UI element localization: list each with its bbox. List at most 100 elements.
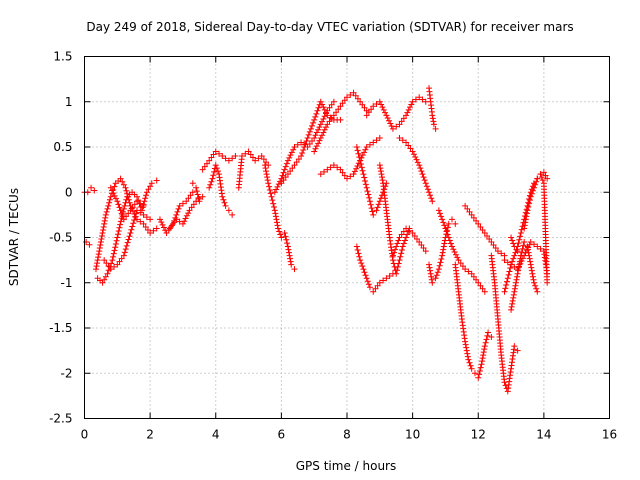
data-point: [363, 144, 370, 150]
data-point: [494, 248, 501, 255]
data-point: [196, 198, 203, 205]
y-tick-label: -2.5: [49, 412, 72, 426]
data-point: [323, 124, 329, 131]
data-point: [107, 266, 114, 273]
data-point: [357, 257, 364, 264]
data-point: [193, 184, 200, 191]
data-point: [429, 279, 436, 286]
data-point: [468, 270, 475, 277]
data-point: [398, 250, 405, 257]
data-point: [199, 193, 206, 200]
data-point: [225, 207, 232, 214]
data-point: [457, 260, 464, 267]
data-point: [175, 205, 182, 212]
data-point: [363, 275, 370, 282]
data-point: [401, 237, 408, 244]
data-point: [190, 201, 197, 208]
data-point: [421, 177, 428, 184]
data-point: [475, 374, 482, 381]
data-point: [523, 206, 530, 213]
data-point: [445, 220, 452, 227]
data-point: [309, 137, 315, 144]
data-point: [335, 106, 342, 113]
data-point: [441, 240, 448, 247]
data-point: [428, 276, 435, 283]
data-point: [210, 172, 217, 179]
data-point: [486, 236, 493, 243]
data-point: [94, 260, 101, 267]
data-point: [267, 190, 274, 197]
data-point: [117, 207, 124, 214]
data-point: [435, 266, 442, 273]
data-point: [115, 228, 122, 235]
data-point: [315, 140, 322, 147]
data-point: [407, 145, 414, 152]
data-point: [274, 219, 280, 226]
data-point: [303, 137, 310, 144]
data-point: [539, 177, 546, 184]
data-point: [344, 94, 350, 101]
data-point: [470, 273, 477, 280]
data-point: [341, 172, 348, 179]
data-point: [210, 151, 217, 158]
data-point: [181, 218, 188, 225]
data-point: [514, 270, 521, 277]
data-point: [269, 197, 276, 204]
data-point: [213, 165, 220, 172]
data-point: [355, 150, 362, 157]
data-point: [301, 144, 308, 150]
data-point: [526, 252, 533, 259]
chart-title: Day 249 of 2018, Sidereal Day-to-day VTE…: [86, 20, 573, 34]
data-point: [395, 237, 402, 244]
data-point: [419, 171, 426, 178]
data-point: [116, 224, 123, 231]
data-point: [247, 151, 254, 158]
data-point: [103, 260, 110, 267]
data-point: [530, 276, 537, 283]
data-point: [471, 370, 478, 377]
data-points: [81, 85, 551, 395]
series-arc-24: [396, 134, 436, 205]
data-point: [114, 261, 121, 268]
data-point: [101, 276, 108, 283]
data-point: [506, 268, 513, 275]
data-point: [300, 147, 307, 154]
data-point: [142, 223, 149, 230]
data-point: [426, 261, 433, 268]
data-point: [285, 246, 292, 253]
data-point: [504, 259, 511, 266]
data-point: [357, 98, 364, 105]
data-point: [330, 162, 337, 169]
data-point: [252, 157, 259, 164]
data-point: [409, 229, 416, 236]
data-point: [518, 249, 525, 256]
data-point: [129, 223, 136, 230]
data-point: [107, 193, 114, 200]
data-point: [123, 242, 130, 249]
data-point: [515, 240, 522, 247]
data-point: [357, 157, 364, 164]
x-tick-labels: 0 2 4 6 8 10 12 14 16: [81, 428, 617, 442]
data-point: [347, 173, 354, 180]
data-point: [313, 129, 320, 136]
data-point: [396, 257, 403, 264]
data-point: [514, 273, 521, 280]
data-point: [376, 198, 383, 205]
data-point: [528, 264, 535, 271]
data-point: [475, 279, 482, 286]
data-point: [400, 240, 407, 247]
series-arc-6: [107, 184, 147, 223]
data-point: [414, 236, 420, 243]
data-point: [399, 243, 406, 250]
data-point: [416, 162, 423, 169]
data-point: [367, 201, 374, 208]
data-point: [309, 122, 315, 129]
data-point: [95, 251, 102, 258]
data-point: [270, 203, 277, 210]
data-point: [211, 168, 218, 175]
data-point: [207, 181, 214, 188]
data-point: [450, 246, 457, 253]
data-point: [488, 334, 495, 341]
data-point: [482, 339, 489, 346]
data-point: [119, 178, 126, 185]
